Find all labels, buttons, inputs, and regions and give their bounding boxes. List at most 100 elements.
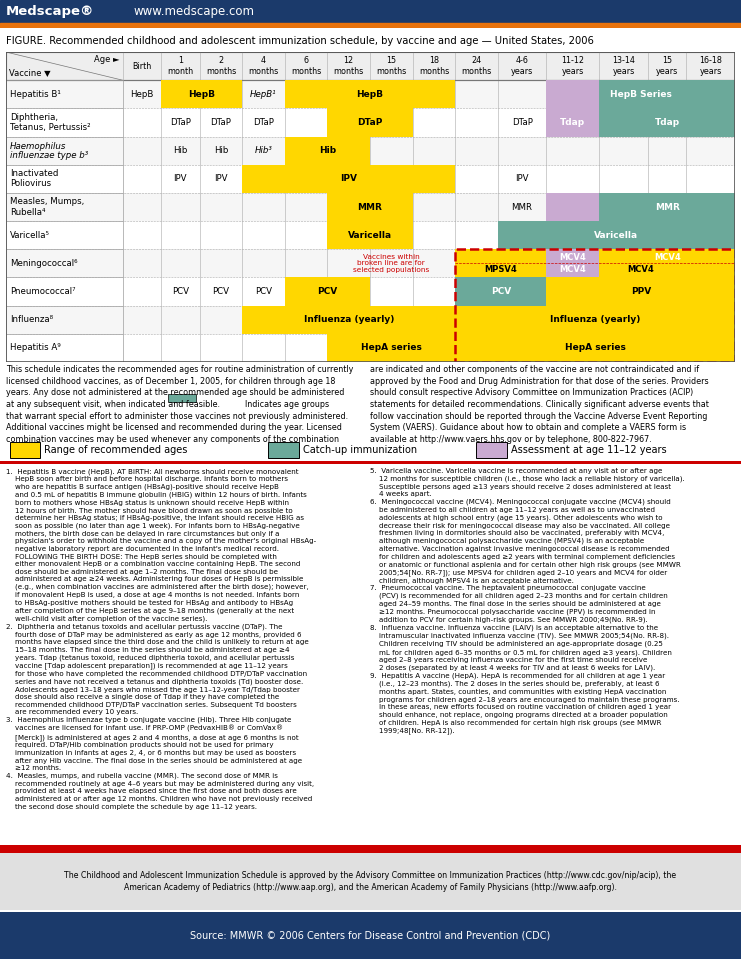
Text: DTaP: DTaP: [170, 118, 190, 127]
Text: Hib³: Hib³: [255, 146, 273, 155]
Bar: [6, 52, 735, 81]
Text: Rubella⁴: Rubella⁴: [10, 207, 45, 217]
Bar: [242, 306, 455, 334]
Bar: [546, 249, 599, 277]
Bar: [599, 193, 735, 222]
Text: Varicella: Varicella: [594, 231, 639, 240]
Bar: [599, 108, 735, 136]
Text: Vaccine ▼: Vaccine ▼: [9, 68, 50, 77]
Text: DTaP: DTaP: [253, 118, 274, 127]
Text: HepA series: HepA series: [565, 343, 625, 352]
Text: This schedule indicates the recommended ages for routine administration of curre: This schedule indicates the recommended …: [6, 365, 353, 444]
Bar: [546, 81, 599, 108]
Text: Catch-up immunization: Catch-up immunization: [303, 445, 417, 455]
Text: Tdap: Tdap: [654, 118, 679, 127]
Text: IPV: IPV: [340, 175, 357, 183]
Bar: [6, 165, 122, 193]
Text: Medscape®: Medscape®: [6, 5, 94, 18]
Bar: [455, 249, 735, 362]
Text: 1
month: 1 month: [167, 57, 193, 76]
Text: Hib: Hib: [319, 146, 336, 155]
Bar: [285, 136, 370, 165]
Bar: [328, 222, 413, 249]
Text: MCV4: MCV4: [654, 252, 680, 262]
Bar: [546, 249, 599, 277]
Bar: [6, 277, 735, 306]
Text: 18
months: 18 months: [419, 57, 449, 76]
Text: broken line are for: broken line are for: [357, 260, 425, 267]
Text: Hib: Hib: [213, 146, 228, 155]
Bar: [546, 249, 735, 277]
Bar: [546, 193, 599, 222]
Bar: [167, 394, 196, 402]
Text: Tdap: Tdap: [560, 118, 585, 127]
Bar: [6, 306, 122, 334]
Text: 11-12
years: 11-12 years: [562, 57, 585, 76]
Text: selected populations: selected populations: [353, 267, 430, 272]
Text: 12
months: 12 months: [333, 57, 364, 76]
Text: The Childhood and Adolescent Immunization Schedule is approved by the Advisory C: The Childhood and Adolescent Immunizatio…: [64, 871, 677, 892]
Text: Haemophilus: Haemophilus: [10, 142, 67, 151]
Bar: [328, 334, 455, 362]
Text: Poliovirus: Poliovirus: [10, 179, 51, 188]
Text: PCV: PCV: [317, 287, 337, 296]
Bar: [546, 81, 735, 108]
Text: 13-14
years: 13-14 years: [612, 57, 635, 76]
Text: Influenza (yearly): Influenza (yearly): [304, 316, 394, 324]
Bar: [6, 277, 122, 306]
Bar: [0, 845, 741, 853]
Text: DTaP: DTaP: [357, 118, 382, 127]
Text: HepB: HepB: [130, 90, 153, 99]
Text: Inactivated: Inactivated: [10, 169, 59, 178]
Bar: [6, 334, 735, 362]
Bar: [546, 81, 599, 108]
Bar: [6, 334, 122, 362]
Bar: [455, 334, 735, 362]
Bar: [455, 306, 735, 334]
Bar: [242, 165, 455, 193]
Bar: [285, 81, 455, 108]
Bar: [455, 249, 546, 277]
Text: HepB: HepB: [188, 90, 215, 99]
Bar: [285, 81, 455, 108]
Bar: [6, 306, 735, 334]
Text: 1.  Hepatitis B vaccine (HepB). AT BIRTH: All newborns should receive monovalent: 1. Hepatitis B vaccine (HepB). AT BIRTH:…: [6, 468, 316, 809]
Bar: [455, 249, 546, 277]
Bar: [328, 193, 413, 222]
Text: DTaP: DTaP: [512, 118, 533, 127]
Bar: [161, 81, 242, 108]
Text: Hepatitis A⁹: Hepatitis A⁹: [10, 343, 61, 352]
Text: FIGURE. Recommended childhood and adolescent immunization schedule, by vaccine a: FIGURE. Recommended childhood and adoles…: [6, 36, 594, 46]
Bar: [6, 249, 122, 277]
Bar: [546, 81, 599, 108]
Text: 15
years: 15 years: [656, 57, 678, 76]
Bar: [0, 23, 741, 28]
Bar: [599, 108, 735, 136]
Text: PPV: PPV: [631, 287, 651, 296]
Bar: [6, 193, 122, 222]
Bar: [6, 222, 735, 249]
Bar: [546, 249, 735, 277]
Text: Pneumococcal⁷: Pneumococcal⁷: [10, 287, 76, 296]
Text: Range of recommended ages: Range of recommended ages: [44, 445, 187, 455]
Bar: [285, 277, 370, 306]
Bar: [6, 193, 735, 222]
Text: Varicella⁵: Varicella⁵: [10, 231, 50, 240]
Bar: [546, 81, 735, 108]
Bar: [546, 81, 599, 108]
Bar: [6, 165, 735, 193]
Bar: [285, 136, 370, 165]
Text: 15
months: 15 months: [376, 57, 406, 76]
Bar: [161, 81, 242, 108]
Text: Vaccines within: Vaccines within: [363, 254, 419, 260]
Text: Source: MMWR © 2006 Centers for Disease Control and Prevention (CDC): Source: MMWR © 2006 Centers for Disease …: [190, 930, 551, 941]
Text: PCV: PCV: [255, 287, 272, 296]
Bar: [328, 222, 413, 249]
Text: IPV: IPV: [173, 175, 187, 183]
Bar: [10, 442, 40, 458]
Bar: [546, 277, 735, 306]
Text: MCV4: MCV4: [628, 265, 654, 274]
Text: 4-6
years: 4-6 years: [511, 57, 534, 76]
Text: Influenza (yearly): Influenza (yearly): [550, 316, 640, 324]
Text: 5.  Varicella vaccine. Varicella vaccine is recommended at any visit at or after: 5. Varicella vaccine. Varicella vaccine …: [370, 468, 685, 735]
